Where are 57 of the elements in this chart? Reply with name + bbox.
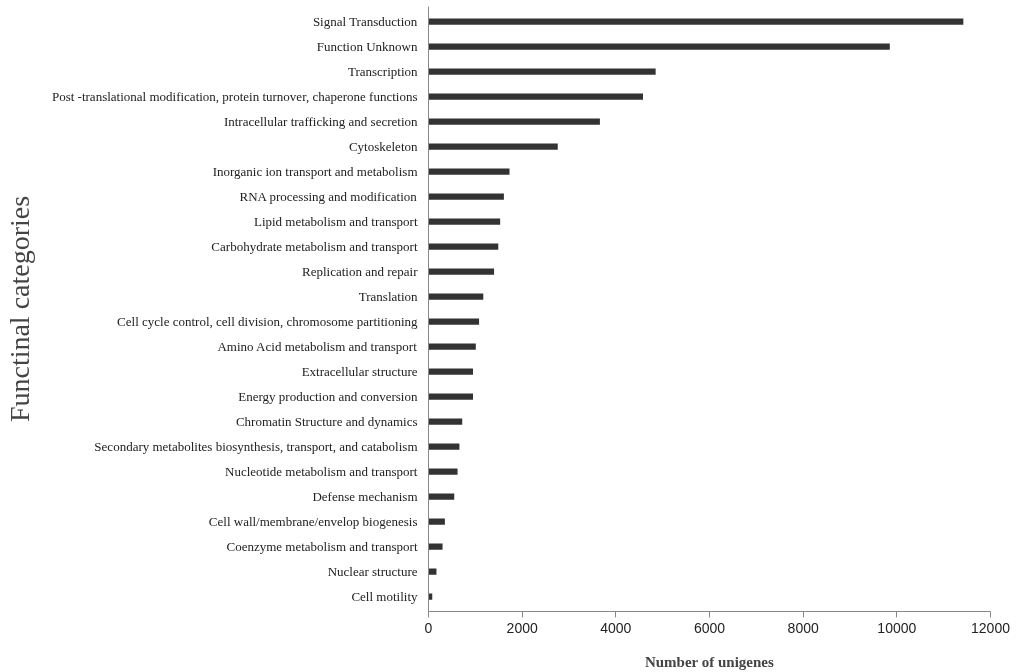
y-tick-label: Coenzyme metabolism and transport [226, 539, 418, 554]
y-tick-label: Defense mechanism [312, 489, 418, 504]
y-tick-label: RNA processing and modification [239, 189, 418, 204]
x-tick-label: 10000 [877, 619, 917, 636]
y-tick-label: Inorganic ion transport and metabolism [212, 164, 418, 179]
bar [428, 193, 504, 200]
y-tick-label: Nucleotide metabolism and transport [225, 464, 418, 479]
x-tick-label: 12000 [971, 619, 1011, 636]
bar [428, 493, 455, 500]
y-tick-label: Intracellular trafficking and secretion [223, 114, 418, 129]
y-tick-label: Lipid metabolism and transport [253, 214, 418, 229]
y-tick-label: Cytoskeleton [348, 139, 418, 154]
x-tick-label: 0 [424, 619, 433, 636]
y-tick-label: Transcription [347, 64, 418, 79]
y-tick-label: Amino Acid metabolism and transport [217, 339, 418, 354]
y-tick-label: Translation [358, 289, 418, 304]
bar [428, 218, 501, 225]
y-tick-label: Nuclear structure [327, 564, 418, 579]
bar [428, 18, 964, 25]
bar [428, 93, 643, 100]
y-tick-label: Post -translational modification, protein turnover, chaperone functions [51, 89, 418, 104]
bar [428, 68, 656, 75]
x-tick-label: 8000 [787, 619, 819, 636]
bar [428, 118, 600, 125]
x-axis-title: Number of unigenes [644, 653, 774, 670]
bar [428, 168, 510, 175]
bar [428, 393, 473, 400]
bar [428, 143, 558, 150]
y-tick-label: Cell wall/membrane/envelop biogenesis [208, 514, 418, 529]
bar [428, 368, 473, 375]
bar [428, 418, 463, 425]
y-tick-label: Carbohydrate metabolism and transport [211, 239, 418, 254]
x-tick-label: 2000 [506, 619, 538, 636]
y-tick-label: Function Unknown [316, 39, 418, 54]
y-tick-label: Chromatin Structure and dynamics [235, 414, 418, 429]
bar [428, 518, 445, 525]
y-tick-label: Secondary metabolites biosynthesis, transport, and catabolism [94, 439, 418, 454]
bar [428, 468, 458, 475]
y-tick-label: Energy production and conversion [238, 389, 418, 404]
y-tick-label: Replication and repair [301, 264, 419, 279]
y-axis-title: Functinal categories [3, 195, 35, 423]
bar [428, 343, 476, 350]
bar [428, 243, 499, 250]
bar [428, 268, 495, 275]
bar [428, 318, 480, 325]
bar [428, 568, 437, 575]
x-tick-label: 4000 [600, 619, 632, 636]
bar [428, 543, 443, 550]
bar [428, 293, 484, 300]
y-tick-label: Signal Transduction [312, 14, 418, 29]
x-tick-label: 6000 [693, 619, 726, 636]
y-tick-label: Extracellular structure [301, 364, 418, 379]
y-tick-label: Cell cycle control, cell division, chromosome partitioning [117, 314, 418, 329]
bar [428, 43, 890, 50]
y-tick-label: Cell motility [351, 589, 418, 604]
bar [428, 443, 460, 450]
bar [428, 593, 433, 600]
